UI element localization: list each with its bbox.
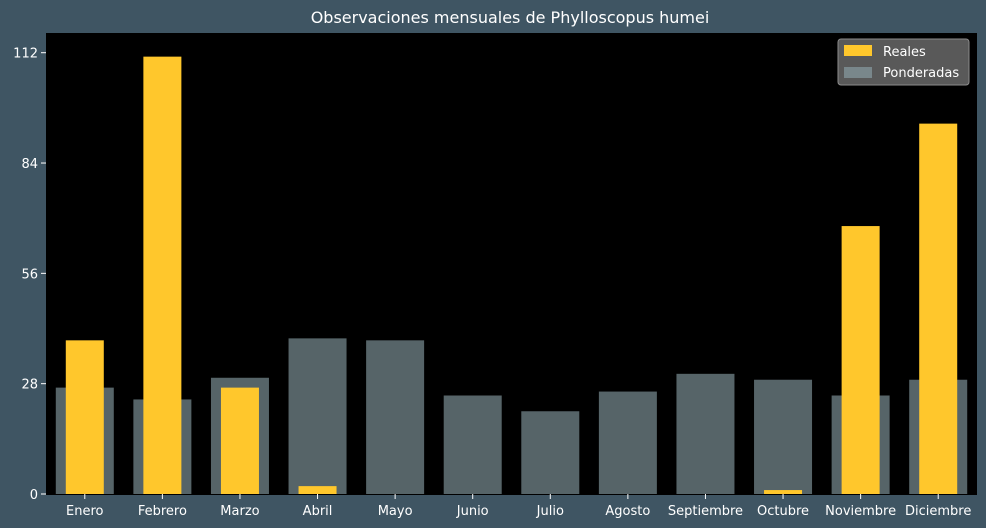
bar-reales-noviembre bbox=[841, 226, 880, 495]
bar-reales-enero bbox=[65, 340, 104, 494]
bar-reales-diciembre bbox=[919, 123, 958, 494]
plot-area bbox=[46, 33, 977, 495]
x-tick-label-septiembre: Septiembre bbox=[668, 504, 743, 519]
bar-ponderadas-septiembre bbox=[676, 373, 735, 494]
bar-reales-febrero bbox=[143, 56, 182, 495]
y-tick-label: 0 bbox=[30, 488, 38, 503]
legend-label-ponderadas: Ponderadas bbox=[883, 66, 959, 81]
x-tick-label-noviembre: Noviembre bbox=[825, 504, 896, 519]
bar-reales-octubre bbox=[764, 490, 803, 494]
bar-ponderadas-abril bbox=[288, 338, 347, 494]
chart-title: Observaciones mensuales de Phylloscopus … bbox=[311, 8, 710, 27]
bar-ponderadas-julio bbox=[521, 411, 580, 494]
x-tick-label-agosto: Agosto bbox=[605, 504, 650, 519]
bar-ponderadas-agosto bbox=[598, 391, 657, 494]
x-tick-label-enero: Enero bbox=[66, 504, 104, 519]
y-tick-label: 112 bbox=[13, 47, 38, 62]
bar-ponderadas-junio bbox=[443, 395, 502, 494]
axes-layer: 0 28 56 84 112 Enero Febrero Marzo Abril Mayo Juni… bbox=[13, 47, 971, 519]
bars-layer bbox=[55, 56, 968, 495]
legend: Reales Ponderadas bbox=[837, 38, 970, 86]
bar-ponderadas-mayo bbox=[366, 340, 425, 494]
x-tick-label-junio: Junio bbox=[456, 504, 489, 519]
x-tick-label-julio: Julio bbox=[536, 504, 564, 519]
y-tick-label: 56 bbox=[21, 267, 38, 282]
x-tick-label-diciembre: Diciembre bbox=[905, 504, 971, 519]
y-tick-label: 28 bbox=[21, 378, 38, 393]
bar-reales-marzo bbox=[220, 387, 259, 494]
x-tick-label-abril: Abril bbox=[303, 504, 333, 519]
legend-swatch-ponderadas bbox=[844, 67, 872, 78]
bar-reales-abril bbox=[298, 486, 337, 494]
x-tick-label-febrero: Febrero bbox=[138, 504, 187, 519]
x-tick-label-mayo: Mayo bbox=[378, 504, 413, 519]
bar-ponderadas-octubre bbox=[754, 379, 813, 494]
legend-label-reales: Reales bbox=[883, 45, 926, 60]
y-tick-label: 84 bbox=[21, 157, 38, 172]
x-tick-label-octubre: Octubre bbox=[757, 504, 809, 519]
x-tick-label-marzo: Marzo bbox=[220, 504, 259, 519]
legend-swatch-reales bbox=[844, 45, 872, 56]
